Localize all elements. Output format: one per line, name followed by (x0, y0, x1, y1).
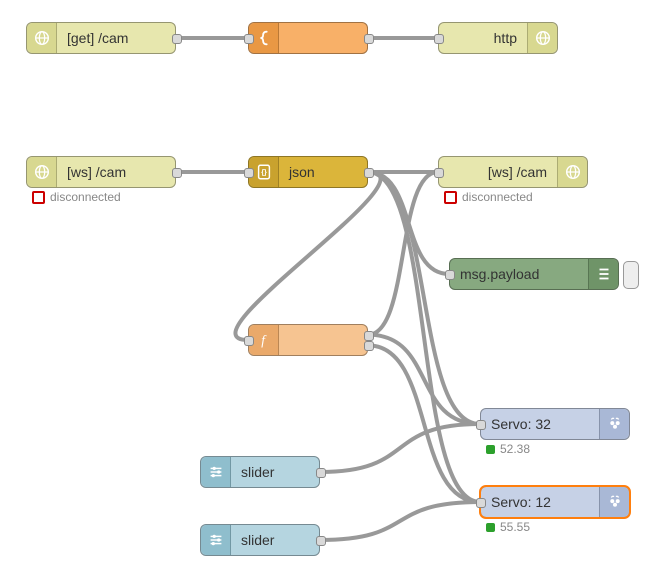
wire[interactable] (368, 172, 480, 502)
output-port[interactable] (364, 168, 374, 178)
output-port[interactable] (172, 168, 182, 178)
input-port[interactable] (445, 270, 455, 280)
sliders-icon (201, 525, 231, 555)
wire[interactable] (368, 345, 480, 502)
output-port[interactable] (172, 34, 182, 44)
node-label: slider (231, 464, 319, 480)
node-status: 55.55 (486, 520, 530, 534)
node-status: disconnected (444, 190, 533, 204)
node-label: json (279, 164, 367, 180)
input-port[interactable] (476, 498, 486, 508)
node-servo12[interactable]: Servo: 12 (480, 486, 630, 518)
status-indicator-icon (486, 523, 495, 532)
node-label: http (439, 30, 527, 46)
status-text: disconnected (50, 190, 121, 204)
node-http_in[interactable]: [get] /cam (26, 22, 176, 54)
input-port[interactable] (476, 420, 486, 430)
output-port[interactable] (316, 468, 326, 478)
output-port[interactable] (316, 536, 326, 546)
wire[interactable] (368, 172, 438, 335)
node-debug[interactable]: msg.payload (449, 258, 619, 290)
svg-text:f: f (261, 333, 267, 348)
sliders-icon (201, 457, 231, 487)
bars-icon (588, 259, 618, 289)
status-indicator-icon (444, 191, 457, 204)
node-function[interactable]: f (248, 324, 368, 356)
node-label: [get] /cam (57, 30, 175, 46)
wire[interactable] (368, 335, 480, 424)
node-label: [ws] /cam (57, 164, 175, 180)
svg-text:{}: {} (261, 168, 267, 177)
wire[interactable] (368, 172, 449, 274)
output-port[interactable] (364, 331, 374, 341)
status-text: 55.55 (500, 520, 530, 534)
node-status: 52.38 (486, 442, 530, 456)
rpi-icon (599, 487, 629, 517)
node-status: disconnected (32, 190, 121, 204)
node-label: Servo: 12 (481, 494, 599, 510)
status-indicator-icon (32, 191, 45, 204)
node-label: slider (231, 532, 319, 548)
node-label: msg.payload (450, 266, 588, 282)
input-port[interactable] (244, 336, 254, 346)
node-ws_out[interactable]: [ws] /cam (438, 156, 588, 188)
output-port[interactable] (364, 341, 374, 351)
input-port[interactable] (244, 34, 254, 44)
status-text: disconnected (462, 190, 533, 204)
node-servo32[interactable]: Servo: 32 (480, 408, 630, 440)
node-template[interactable] (248, 22, 368, 54)
input-port[interactable] (434, 168, 444, 178)
globe-icon (557, 157, 587, 187)
wire[interactable] (320, 502, 480, 540)
input-port[interactable] (244, 168, 254, 178)
node-label: [ws] /cam (439, 164, 557, 180)
output-port[interactable] (364, 34, 374, 44)
input-port[interactable] (434, 34, 444, 44)
wire[interactable] (368, 172, 480, 424)
rpi-icon (599, 409, 629, 439)
globe-icon (27, 23, 57, 53)
globe-icon (27, 157, 57, 187)
wire[interactable] (320, 424, 480, 472)
node-slider2[interactable]: slider (200, 524, 320, 556)
status-indicator-icon (486, 445, 495, 454)
node-ws_in[interactable]: [ws] /cam (26, 156, 176, 188)
globe-icon (527, 23, 557, 53)
node-label: Servo: 32 (481, 416, 599, 432)
wire[interactable] (235, 172, 380, 340)
debug-toggle-button[interactable] (623, 261, 639, 289)
node-json[interactable]: {} json (248, 156, 368, 188)
node-slider1[interactable]: slider (200, 456, 320, 488)
node-http_out[interactable]: http (438, 22, 558, 54)
status-text: 52.38 (500, 442, 530, 456)
